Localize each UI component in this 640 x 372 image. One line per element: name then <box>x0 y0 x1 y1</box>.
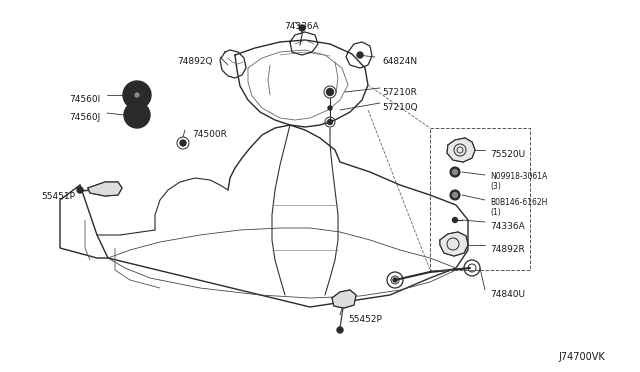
Circle shape <box>123 81 151 109</box>
Text: 64824N: 64824N <box>382 57 417 66</box>
Text: 57210Q: 57210Q <box>382 103 418 112</box>
Polygon shape <box>88 182 122 196</box>
Circle shape <box>135 93 139 97</box>
Circle shape <box>452 192 458 198</box>
Text: (1): (1) <box>490 208 500 217</box>
Text: 74840U: 74840U <box>490 290 525 299</box>
Polygon shape <box>440 232 468 256</box>
Circle shape <box>393 278 397 282</box>
Text: J74700VK: J74700VK <box>559 352 605 362</box>
Text: 55451P: 55451P <box>41 192 75 201</box>
Circle shape <box>124 102 150 128</box>
Text: 74892R: 74892R <box>490 245 525 254</box>
Text: (3): (3) <box>490 182 501 191</box>
Circle shape <box>357 52 363 58</box>
Text: N09918-3061A: N09918-3061A <box>490 172 547 181</box>
Circle shape <box>326 89 333 96</box>
Circle shape <box>328 106 332 110</box>
Text: 74560I: 74560I <box>68 95 100 104</box>
Circle shape <box>450 167 460 177</box>
Circle shape <box>452 218 458 222</box>
Text: 74336A: 74336A <box>490 222 525 231</box>
Polygon shape <box>332 290 356 308</box>
Text: B0B146-6162H: B0B146-6162H <box>490 198 547 207</box>
Circle shape <box>180 140 186 146</box>
Circle shape <box>77 187 83 193</box>
Text: 74892Q: 74892Q <box>177 57 213 66</box>
Text: 55452P: 55452P <box>348 315 382 324</box>
Circle shape <box>299 25 305 31</box>
Text: 57210R: 57210R <box>382 88 417 97</box>
Text: 74336A: 74336A <box>285 22 319 31</box>
Circle shape <box>452 170 458 174</box>
Polygon shape <box>447 138 475 162</box>
Text: 74560J: 74560J <box>68 113 100 122</box>
Circle shape <box>337 327 343 333</box>
Circle shape <box>328 119 333 125</box>
Text: 74500R: 74500R <box>192 130 227 139</box>
Circle shape <box>450 190 460 200</box>
Text: 75520U: 75520U <box>490 150 525 159</box>
